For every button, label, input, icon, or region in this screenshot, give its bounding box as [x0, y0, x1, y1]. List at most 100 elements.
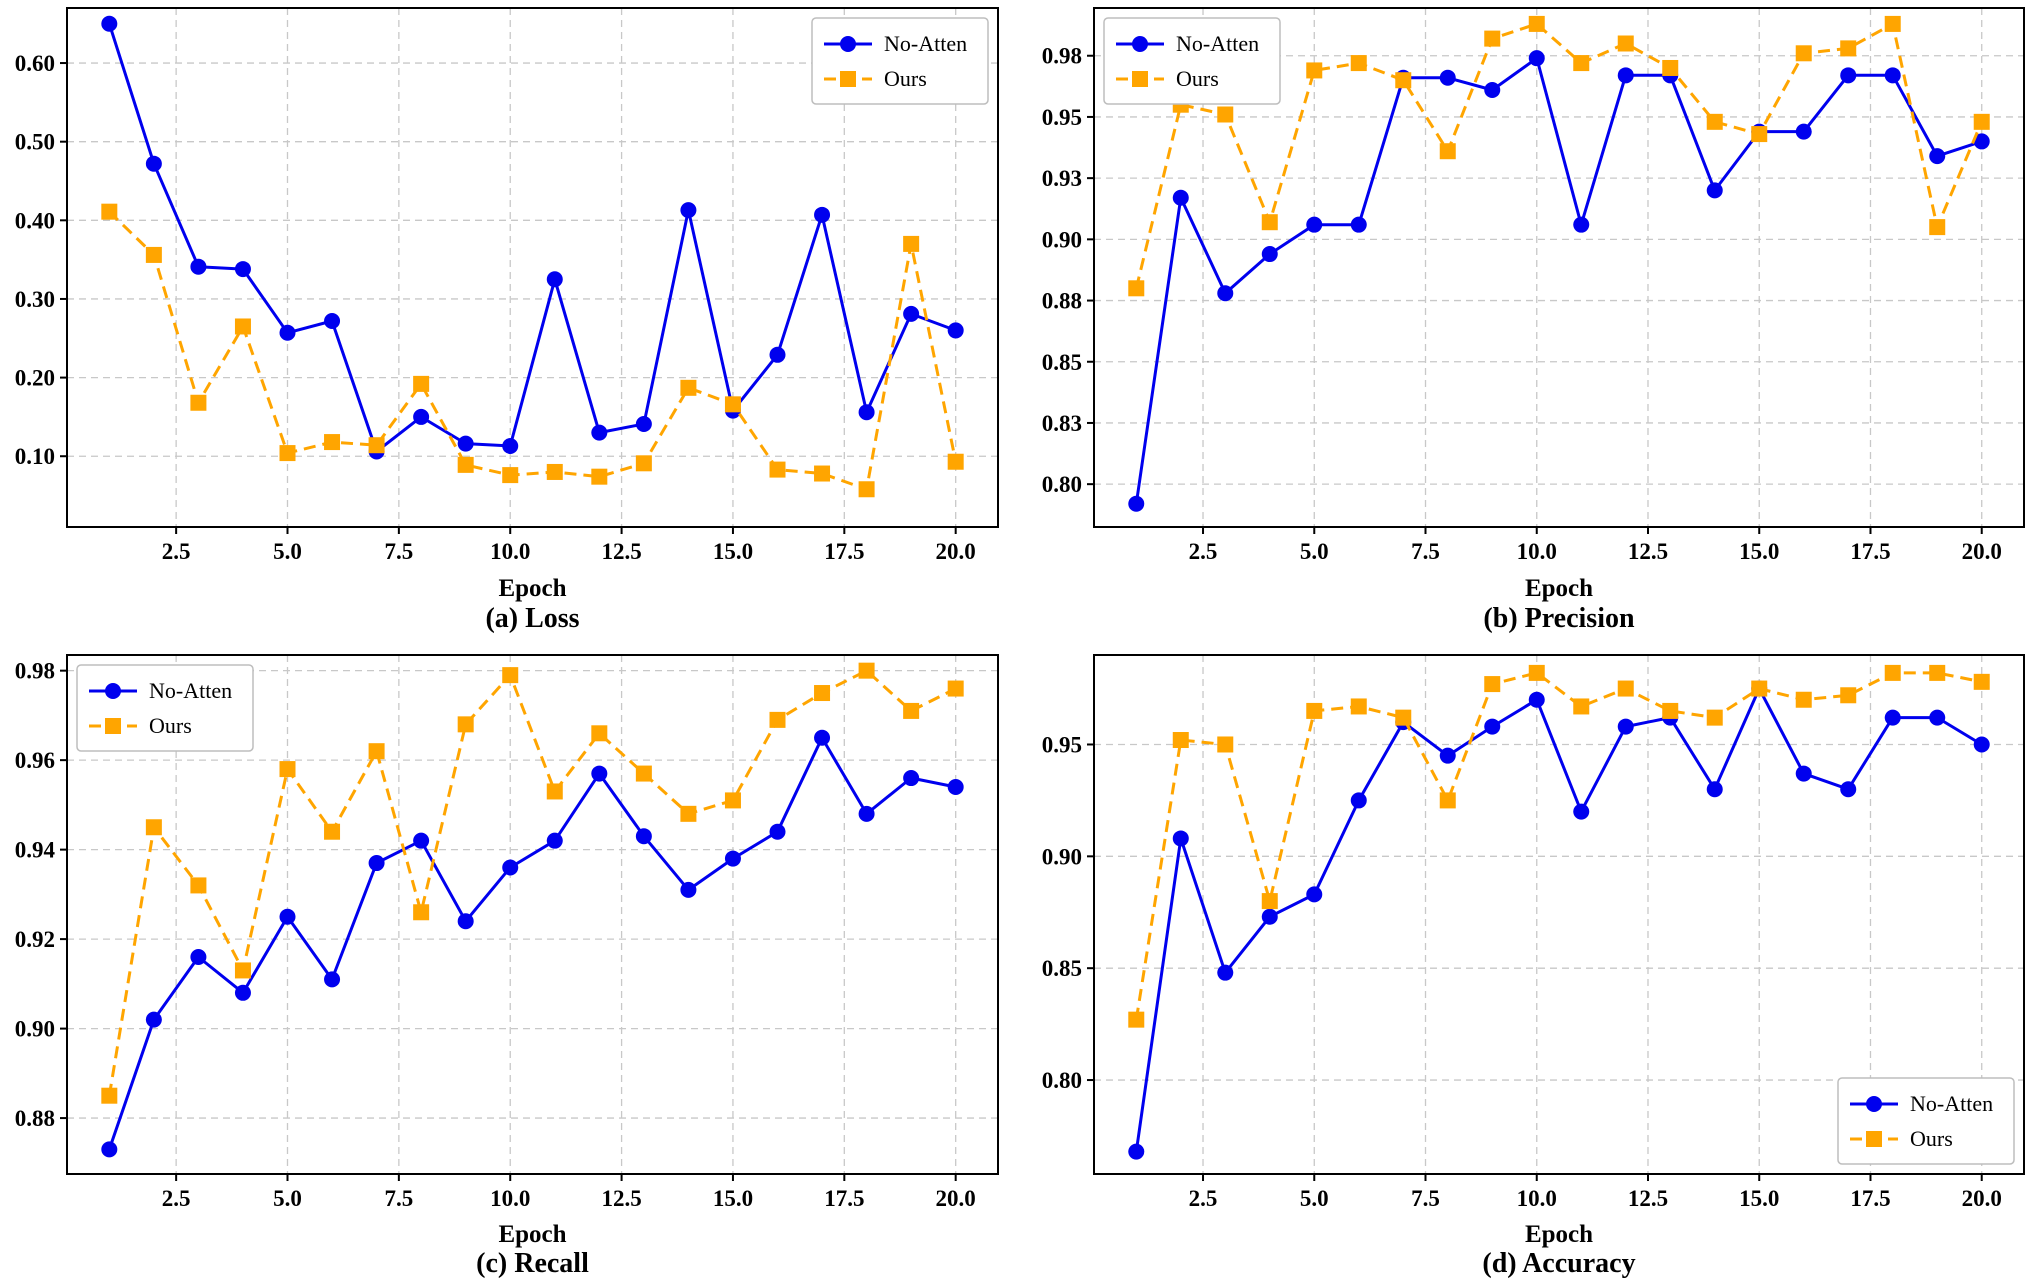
data-point-ours	[635, 455, 652, 472]
data-point-ours	[1217, 106, 1234, 123]
x-tick-label: 2.5	[1189, 539, 1218, 564]
data-point-no-atten	[680, 202, 697, 219]
legend-marker	[105, 683, 121, 699]
y-tick-label: 0.60	[15, 51, 55, 76]
data-point-ours	[858, 481, 875, 498]
data-point-no-atten	[324, 971, 341, 988]
data-point-no-atten	[1884, 67, 1901, 84]
data-point-ours	[635, 765, 652, 782]
data-point-ours	[234, 962, 251, 979]
data-point-no-atten	[1306, 216, 1323, 233]
x-tick-label: 15.0	[713, 539, 753, 564]
data-point-no-atten	[1929, 148, 1946, 165]
data-point-no-atten	[234, 261, 251, 278]
data-point-ours	[457, 716, 474, 733]
data-point-no-atten	[234, 984, 251, 1001]
data-point-no-atten	[1528, 691, 1545, 708]
x-tick-label: 2.5	[162, 1186, 191, 1211]
data-point-ours	[858, 662, 875, 679]
y-tick-label: 0.80	[1042, 1068, 1082, 1093]
data-point-ours	[1528, 15, 1545, 32]
data-point-ours	[1350, 55, 1367, 72]
legend-label: Ours	[884, 66, 927, 91]
data-point-no-atten	[1795, 123, 1812, 140]
y-tick-label: 0.90	[1042, 227, 1082, 252]
data-point-no-atten	[1261, 246, 1278, 263]
data-point-no-atten	[858, 805, 875, 822]
y-tick-label: 0.95	[1042, 732, 1082, 757]
data-point-ours	[279, 445, 296, 462]
y-tick-label: 0.93	[1042, 166, 1082, 191]
plot-frame	[66, 7, 999, 528]
data-point-no-atten	[457, 913, 474, 930]
data-point-no-atten	[457, 435, 474, 452]
y-tick-label: 0.96	[15, 748, 55, 773]
data-point-ours	[1528, 664, 1545, 681]
data-point-no-atten	[903, 770, 920, 787]
legend-marker	[1132, 71, 1148, 87]
series-line-ours	[108, 210, 958, 491]
data-point-no-atten	[635, 828, 652, 845]
data-point-no-atten	[903, 305, 920, 322]
data-point-ours	[1306, 702, 1323, 719]
data-point-no-atten	[1795, 765, 1812, 782]
data-point-no-atten	[413, 832, 430, 849]
data-point-ours	[1795, 45, 1812, 62]
data-point-ours	[1306, 62, 1323, 79]
data-point-no-atten	[1706, 781, 1723, 798]
data-point-ours	[1217, 736, 1234, 753]
data-point-ours	[413, 375, 430, 392]
data-point-no-atten	[279, 324, 296, 341]
data-point-ours	[1840, 40, 1857, 57]
data-point-no-atten	[635, 415, 652, 432]
legend-label: Ours	[149, 713, 192, 738]
chart-caption: (c) Recall	[476, 1248, 589, 1279]
legend-label: Ours	[1176, 66, 1219, 91]
data-point-ours	[1573, 698, 1590, 715]
data-point-ours	[1617, 35, 1634, 52]
plot-frame	[1093, 7, 2025, 528]
data-point-ours	[769, 711, 786, 728]
data-point-ours	[1484, 676, 1501, 693]
chart-caption: (b) Precision	[1483, 603, 1635, 634]
data-point-ours	[680, 805, 697, 822]
data-point-ours	[1795, 691, 1812, 708]
data-point-no-atten	[190, 258, 207, 275]
data-point-ours	[502, 667, 519, 684]
data-point-ours	[190, 877, 207, 894]
x-tick-label: 2.5	[1189, 1186, 1218, 1211]
series-line-no-atten	[107, 23, 957, 453]
data-point-ours	[324, 434, 341, 451]
legend-marker	[1866, 1131, 1882, 1147]
x-tick-label: 5.0	[273, 1186, 302, 1211]
data-point-ours	[1128, 280, 1145, 297]
x-tick-label: 20.0	[936, 539, 976, 564]
data-point-no-atten	[1439, 69, 1456, 86]
data-point-no-atten	[1929, 709, 1946, 726]
data-point-no-atten	[101, 15, 118, 32]
data-point-no-atten	[1973, 133, 1990, 150]
data-point-ours	[502, 467, 519, 484]
data-point-ours	[1751, 680, 1768, 697]
x-tick-label: 12.5	[1628, 1186, 1668, 1211]
data-point-no-atten	[190, 949, 207, 966]
y-tick-label: 0.85	[1042, 350, 1082, 375]
data-point-ours	[1573, 55, 1590, 72]
data-point-no-atten	[502, 438, 519, 455]
data-point-no-atten	[1484, 82, 1501, 99]
data-point-ours	[903, 702, 920, 719]
y-tick-label: 0.98	[1042, 44, 1082, 69]
data-point-ours	[457, 456, 474, 473]
x-tick-label: 5.0	[1300, 539, 1329, 564]
x-tick-label: 17.5	[824, 539, 864, 564]
data-point-ours	[1484, 30, 1501, 47]
x-tick-label: 20.0	[1962, 1186, 2002, 1211]
y-tick-label: 0.88	[1042, 289, 1082, 314]
data-point-no-atten	[1350, 216, 1367, 233]
data-point-ours	[903, 235, 920, 252]
data-point-ours	[591, 725, 608, 742]
data-point-ours	[1973, 673, 1990, 690]
data-point-ours	[368, 743, 385, 760]
data-point-ours	[1929, 219, 1946, 236]
